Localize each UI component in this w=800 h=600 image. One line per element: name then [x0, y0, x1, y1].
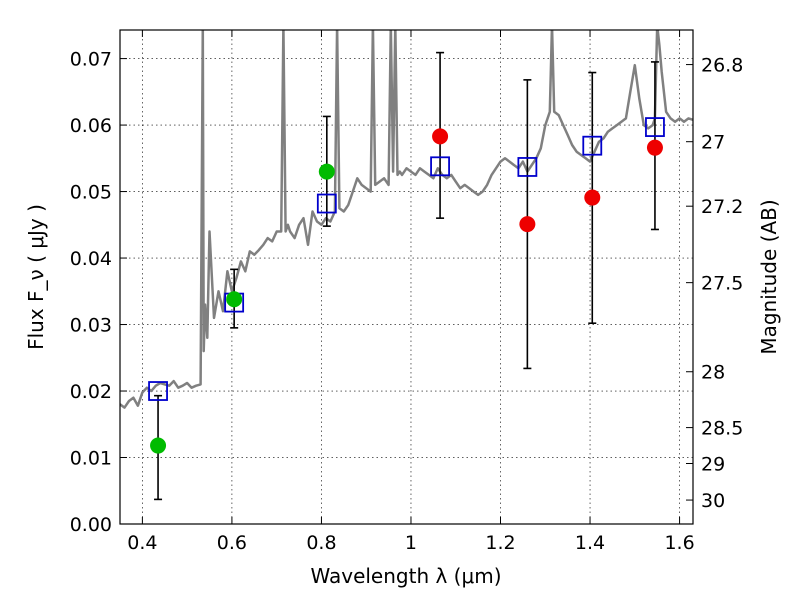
y2-tick-label: 27.5: [701, 273, 743, 295]
x-axis-label: Wavelength λ (μm): [310, 564, 501, 588]
model-square: [645, 117, 665, 137]
red-point: [584, 189, 601, 206]
y2-tick-label: 30: [701, 490, 725, 512]
ticks: 0.4 0.6 0.8 1 1.2 1.4 1.6 0.00 0.01 0.02 0.03 0.04 0…: [70, 30, 743, 554]
green-point: [150, 437, 167, 454]
y-tick-label: 0.07: [70, 49, 112, 71]
x-tick-label: 0.8: [306, 532, 336, 554]
red-point: [519, 216, 536, 233]
x-tick-label: 1.4: [575, 532, 605, 554]
model-square: [517, 157, 538, 177]
model-square-layer: [148, 117, 665, 401]
measurement-point-layer: [150, 128, 663, 454]
y2-tick-label: 29: [701, 453, 725, 475]
red-point: [432, 128, 449, 145]
red-point: [646, 139, 663, 156]
y2-tick-label: 27.2: [701, 196, 743, 218]
green-point: [318, 163, 335, 180]
y-tick-label: 0.05: [70, 182, 112, 204]
model-square: [582, 135, 603, 156]
y-tick-label: 0.01: [70, 448, 112, 470]
x-tick-label: 1.6: [664, 532, 694, 554]
model-square: [430, 156, 450, 177]
model-square: [148, 381, 168, 401]
y-tick-label: 0.00: [70, 514, 112, 536]
y-axis-label: Flux F_ν ( μJy ): [24, 204, 48, 350]
spectrum-line: [120, 30, 693, 409]
y2-tick-label: 26.8: [701, 55, 743, 77]
y-tick-label: 0.04: [70, 248, 112, 270]
spectrum-layer: [120, 30, 693, 409]
plot-frame: [119, 29, 694, 525]
x-tick-label: 1.2: [485, 532, 515, 554]
plot-area: [120, 30, 693, 524]
y2-tick-label: 28.5: [701, 418, 743, 440]
model-square: [316, 193, 337, 214]
y-tick-label: 0.06: [70, 115, 112, 137]
y-tick-label: 0.03: [70, 315, 112, 337]
y2-tick-label: 27: [701, 132, 725, 154]
y2-axis-label: Magnitude (AB): [757, 199, 781, 354]
y2-tick-label: 28: [701, 362, 725, 384]
x-tick-label: 0.4: [127, 532, 157, 554]
x-tick-label: 1: [405, 532, 417, 554]
green-point: [226, 291, 243, 308]
y-tick-label: 0.02: [70, 381, 112, 403]
x-tick-label: 0.6: [217, 532, 247, 554]
